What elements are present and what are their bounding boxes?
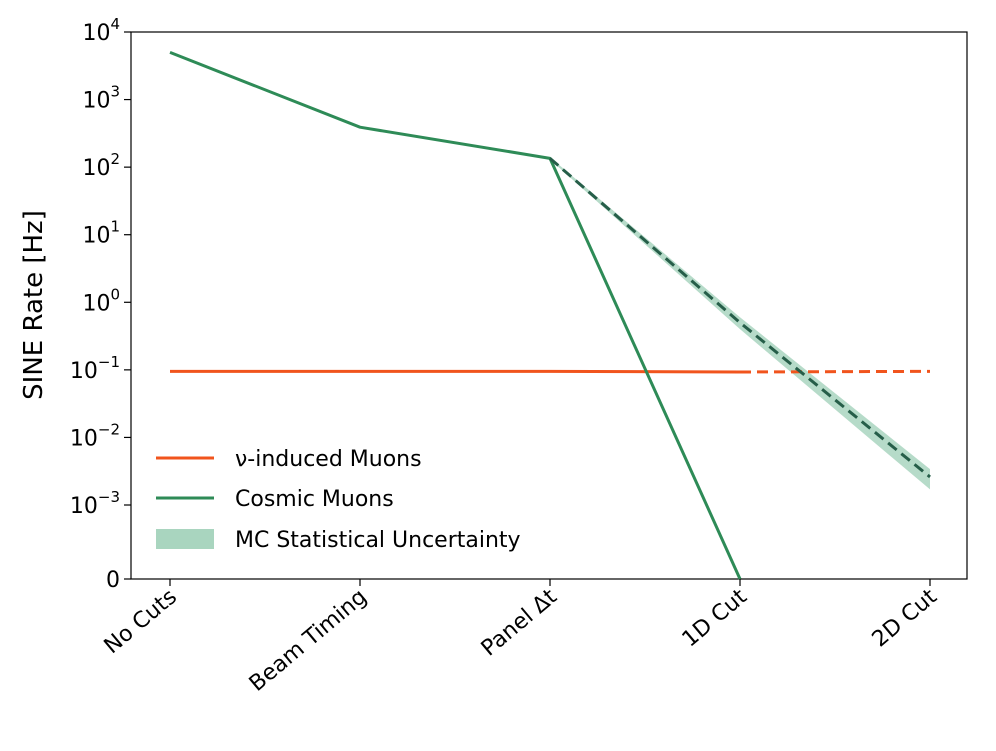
x-tick-label: Beam Timing <box>245 584 372 696</box>
y-tick-label: 101 <box>82 218 120 249</box>
x-tick-label: 2D Cut <box>868 584 942 652</box>
x-tick-label: No Cuts <box>100 584 182 659</box>
x-axis: No Cuts Beam Timing Panel Δt 1D Cut 2D Cut <box>100 579 942 697</box>
cosmic-muons-dashed-line <box>549 157 931 479</box>
y-tick-label: 102 <box>82 150 120 181</box>
legend-item: ν-induced Muons <box>156 447 422 472</box>
y-tick-label: 104 <box>82 15 120 46</box>
y-tick-label: 10−3 <box>70 488 120 519</box>
legend-label: MC Statistical Uncertainty <box>235 528 521 553</box>
cosmic-muons-line <box>169 50 742 580</box>
legend-item: Cosmic Muons <box>156 487 394 512</box>
plot-area <box>130 31 968 580</box>
y-axis: 0 10−3 10−2 10−1 100 101 102 103 104 <box>70 15 131 593</box>
legend-label: ν-induced Muons <box>235 447 422 472</box>
legend-item: MC Statistical Uncertainty <box>156 528 521 553</box>
y-tick-label: 0 <box>106 568 120 593</box>
y-tick-label: 10−2 <box>70 420 120 451</box>
legend-label: Cosmic Muons <box>235 487 394 512</box>
y-tick-label: 10−1 <box>70 353 120 384</box>
nu-induced-muons-dashed-line <box>739 369 931 374</box>
legend-swatch <box>156 529 214 549</box>
y-axis-label: SINE Rate [Hz] <box>19 210 49 400</box>
x-tick-label: 1D Cut <box>678 584 752 652</box>
nu-induced-muons-line <box>170 369 741 374</box>
y-tick-label: 103 <box>82 83 120 114</box>
legend: ν-induced Muons Cosmic Muons MC Statistica… <box>156 447 521 553</box>
y-tick-label: 100 <box>82 285 120 316</box>
x-tick-label: Panel Δt <box>477 584 562 661</box>
series-layer <box>169 50 931 580</box>
